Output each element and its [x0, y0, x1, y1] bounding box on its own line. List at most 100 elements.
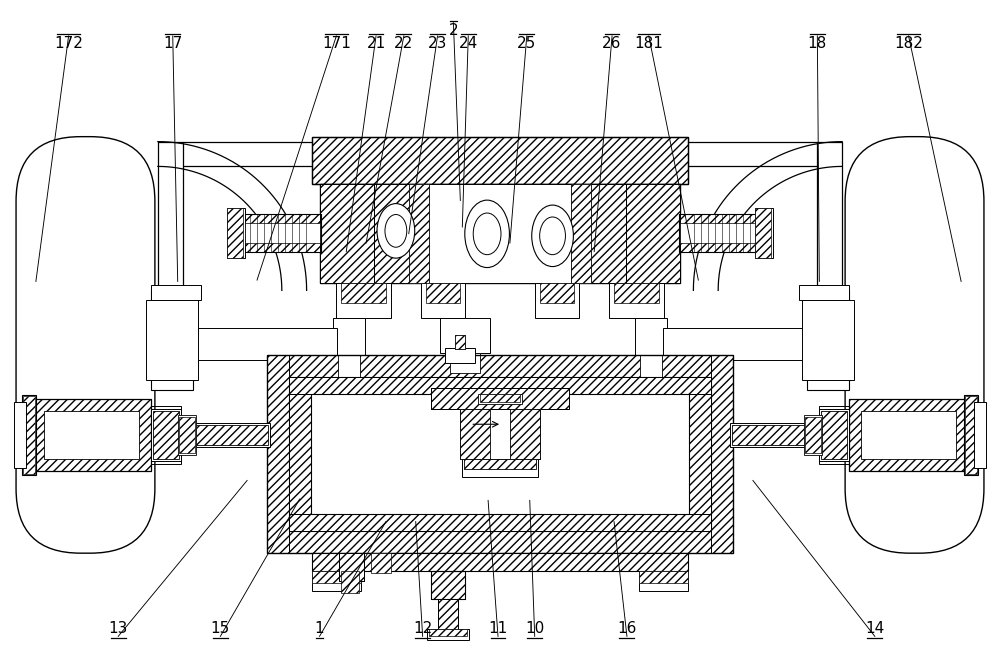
Bar	[679, 214, 758, 252]
Bar	[289, 377, 711, 395]
Text: 171: 171	[322, 36, 351, 51]
Text: 23: 23	[428, 36, 447, 51]
Bar	[460, 409, 490, 459]
Text: 182: 182	[894, 36, 923, 51]
Bar	[151, 286, 201, 300]
Bar	[179, 417, 195, 453]
Bar	[819, 409, 849, 461]
Bar	[267, 355, 733, 377]
Bar	[626, 184, 680, 284]
Bar	[195, 425, 268, 445]
Bar	[426, 284, 460, 303]
Bar	[478, 395, 522, 405]
Bar	[711, 355, 733, 553]
Bar	[635, 318, 667, 358]
Bar	[639, 571, 688, 591]
Bar	[431, 387, 569, 409]
Ellipse shape	[540, 217, 565, 255]
Bar	[336, 284, 391, 318]
Bar	[242, 214, 321, 252]
Bar	[819, 406, 849, 464]
Bar	[227, 208, 245, 258]
Bar	[339, 553, 364, 581]
Ellipse shape	[532, 205, 573, 266]
Bar	[427, 629, 469, 640]
Bar	[445, 348, 475, 363]
Bar	[151, 290, 193, 389]
Bar	[535, 284, 579, 318]
Bar	[44, 411, 139, 459]
Bar	[14, 403, 26, 468]
Bar	[267, 531, 733, 553]
Text: 18: 18	[808, 36, 827, 51]
Text: 21: 21	[366, 36, 386, 51]
Bar	[242, 214, 321, 252]
Ellipse shape	[465, 200, 509, 268]
Bar	[32, 399, 151, 471]
FancyBboxPatch shape	[16, 136, 155, 553]
Ellipse shape	[385, 215, 407, 248]
Bar	[455, 335, 465, 349]
Bar	[267, 355, 289, 553]
Bar	[755, 208, 771, 258]
Bar	[421, 284, 465, 318]
Bar	[464, 459, 536, 469]
Text: 13: 13	[109, 622, 128, 636]
Text: 24: 24	[459, 36, 478, 51]
Bar	[409, 184, 429, 284]
Bar	[571, 184, 591, 284]
Bar	[320, 184, 374, 284]
Bar	[680, 223, 755, 243]
Bar	[178, 415, 196, 455]
Bar	[339, 553, 364, 581]
Bar	[193, 423, 270, 447]
Bar	[438, 599, 458, 629]
Bar	[320, 184, 680, 284]
Text: 172: 172	[54, 36, 83, 51]
Bar	[849, 399, 968, 471]
Bar	[429, 629, 467, 636]
Bar	[861, 411, 956, 459]
Bar	[480, 395, 520, 403]
Bar	[22, 395, 36, 475]
Bar	[289, 377, 711, 531]
Text: 26: 26	[602, 36, 622, 51]
Bar	[974, 403, 986, 468]
Bar	[431, 387, 569, 409]
Text: 12: 12	[413, 622, 432, 636]
FancyBboxPatch shape	[845, 136, 984, 553]
Bar	[460, 409, 540, 459]
Bar	[732, 425, 805, 445]
Bar	[804, 415, 822, 455]
Bar	[151, 406, 181, 464]
Bar	[267, 355, 733, 553]
Bar	[289, 514, 711, 531]
Bar	[374, 184, 409, 284]
Bar	[965, 397, 977, 474]
Bar	[341, 571, 359, 593]
Bar	[689, 395, 711, 514]
Bar	[450, 353, 480, 373]
Bar	[245, 223, 320, 243]
Text: 1: 1	[315, 622, 324, 636]
Text: 25: 25	[517, 36, 536, 51]
Bar	[455, 335, 465, 349]
Bar	[156, 320, 166, 368]
Bar	[312, 136, 688, 184]
Bar	[679, 214, 758, 252]
Ellipse shape	[473, 213, 501, 255]
Bar	[312, 553, 688, 571]
Bar	[609, 284, 664, 318]
Bar	[227, 208, 243, 258]
Bar	[312, 571, 361, 591]
Bar	[338, 355, 360, 379]
Bar	[440, 318, 490, 353]
Bar	[289, 514, 711, 531]
Bar	[540, 284, 574, 303]
Bar	[834, 320, 844, 368]
Bar	[431, 571, 465, 599]
Bar	[964, 395, 978, 475]
Bar	[289, 377, 711, 395]
Bar	[289, 395, 311, 514]
Bar	[320, 184, 374, 284]
